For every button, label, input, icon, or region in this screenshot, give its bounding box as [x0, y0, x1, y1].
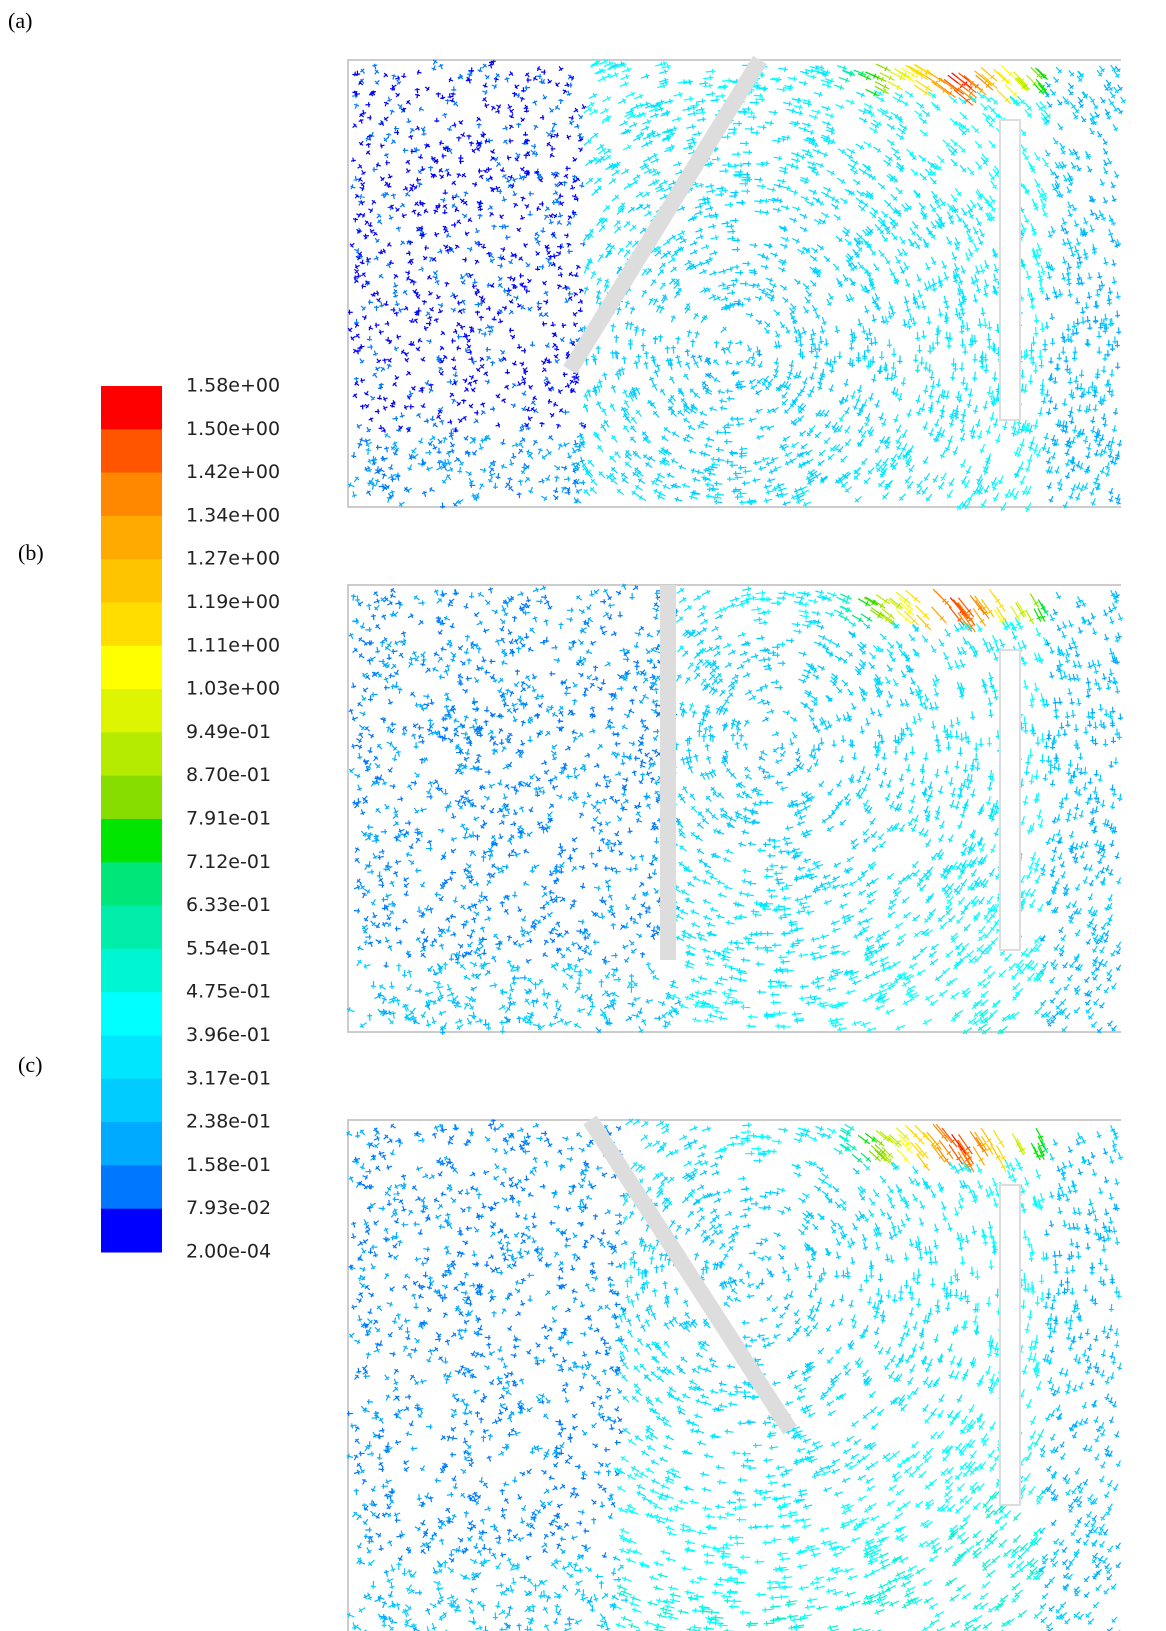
colorbar-label: 1.11e+00	[186, 634, 280, 656]
velocity-vectors	[926, 1131, 988, 1166]
velocity-vectors	[347, 65, 1124, 508]
velocity-vectors	[668, 586, 1047, 1024]
velocity-vectors	[838, 593, 853, 622]
colorbar-swatch	[101, 732, 162, 777]
colorbar-swatch	[101, 559, 162, 603]
velocity-vectors	[833, 596, 1045, 1035]
colorbar-label: 3.96e-01	[186, 1024, 271, 1046]
colorbar-label: 2.00e-04	[186, 1241, 271, 1263]
colorbar-label: 4.75e-01	[186, 981, 271, 1003]
colorbar-label: 2.38e-01	[186, 1111, 271, 1133]
colorbar-label: 8.70e-01	[186, 764, 271, 786]
colorbar-swatch	[101, 689, 162, 733]
colorbar-swatch	[101, 948, 162, 993]
colorbar-swatch	[101, 645, 162, 690]
colorbar-swatch	[101, 905, 162, 950]
velocity-vectors	[346, 1125, 1123, 1631]
velocity-vectors	[931, 595, 989, 627]
velocity-vectors	[350, 59, 586, 509]
velocity-vectors	[851, 1140, 1049, 1164]
colorbar-label: 1.03e+00	[186, 678, 280, 700]
domain-outline	[347, 584, 1121, 1033]
colorbar-swatch	[101, 386, 162, 430]
panel-label: (b)	[18, 540, 44, 565]
velocity-vectors	[905, 63, 1012, 105]
colorbar-label: 1.19e+00	[186, 591, 280, 613]
colorbar-swatch	[101, 1122, 162, 1166]
colorbar-label: 5.54e-01	[186, 937, 271, 959]
velocity-vectors	[943, 72, 983, 106]
velocity-vectors	[857, 67, 1049, 97]
colorbar-label: 7.93e-02	[186, 1197, 271, 1219]
velocity-vectors	[840, 1129, 858, 1152]
velocity-vectors	[936, 74, 994, 104]
colorbar-swatch	[101, 992, 162, 1036]
velocity-vectors	[898, 64, 1020, 99]
velocity-vectors	[838, 69, 856, 83]
vertical-baffle	[999, 649, 1021, 951]
colorbar-swatch	[101, 429, 162, 474]
velocity-vectors	[578, 61, 1045, 508]
colorbar-label: 3.17e-01	[186, 1067, 271, 1089]
velocity-vectors	[980, 66, 998, 90]
velocity-vectors	[853, 69, 867, 77]
colorbar-swatch	[101, 602, 162, 647]
colorbar-swatch	[101, 472, 162, 517]
colorbar-label: 1.58e+00	[186, 375, 280, 397]
colorbar-label: 1.34e+00	[186, 504, 280, 526]
velocity-vectors	[346, 1122, 1122, 1631]
velocity-vectors	[922, 70, 992, 96]
vector-panel	[347, 55, 1126, 513]
velocity-vectors	[868, 1136, 888, 1162]
colorbar-label: 1.58e-01	[186, 1154, 271, 1176]
velocity-vectors	[857, 1127, 1046, 1161]
velocity-vectors	[583, 58, 1049, 513]
domain-outline	[347, 59, 1121, 508]
panel-label: (c)	[18, 1052, 43, 1077]
velocity-vectors	[348, 583, 1124, 1035]
velocity-vectors	[948, 597, 976, 626]
colorbar-swatch	[101, 775, 162, 820]
colorbar-label: 7.91e-01	[186, 808, 271, 830]
velocity-vectors	[615, 1118, 1023, 1530]
colorbar-swatch	[101, 1035, 162, 1080]
panel-label: (a)	[8, 8, 33, 33]
velocity-vectors	[346, 589, 1124, 1034]
vector-panel	[346, 583, 1124, 1035]
velocity-vectors	[903, 588, 1008, 626]
domain-outline	[347, 1119, 1121, 1631]
colorbar-swatch	[101, 1078, 162, 1123]
colorbar-label: 6.33e-01	[186, 894, 271, 916]
colorbar-label: 1.50e+00	[186, 418, 280, 440]
baffle	[563, 55, 767, 375]
colorbar-label: 1.27e+00	[186, 548, 280, 570]
colorbar-swatch	[101, 819, 162, 863]
colorbar-label: 9.49e-01	[186, 721, 271, 743]
colorbar-swatch	[101, 1165, 162, 1210]
velocity-vectors	[582, 64, 1126, 509]
colorbar-label: 7.12e-01	[186, 851, 271, 873]
velocity-vectors	[896, 1133, 913, 1164]
baffle	[583, 1115, 797, 1435]
velocity-vectors	[875, 594, 1035, 626]
velocity-vectors	[905, 1124, 1007, 1173]
velocity-vectors	[863, 593, 1040, 619]
velocity-vectors	[851, 603, 1049, 623]
velocity-vectors	[857, 596, 1046, 622]
velocity-vectors	[347, 60, 587, 433]
velocity-vectors	[346, 1118, 627, 1563]
velocity-vectors	[932, 1123, 989, 1173]
colorbar-swatch	[101, 1208, 162, 1253]
velocity-vectors	[916, 599, 995, 631]
velocity-vectors	[896, 597, 1006, 627]
vector-panel	[346, 1115, 1123, 1631]
vertical-baffle	[999, 119, 1021, 421]
colorbar-swatch	[101, 862, 162, 907]
vertical-baffle	[999, 1184, 1021, 1506]
colorbar-label: 1.42e+00	[186, 461, 280, 483]
colorbar-swatch	[101, 515, 162, 560]
